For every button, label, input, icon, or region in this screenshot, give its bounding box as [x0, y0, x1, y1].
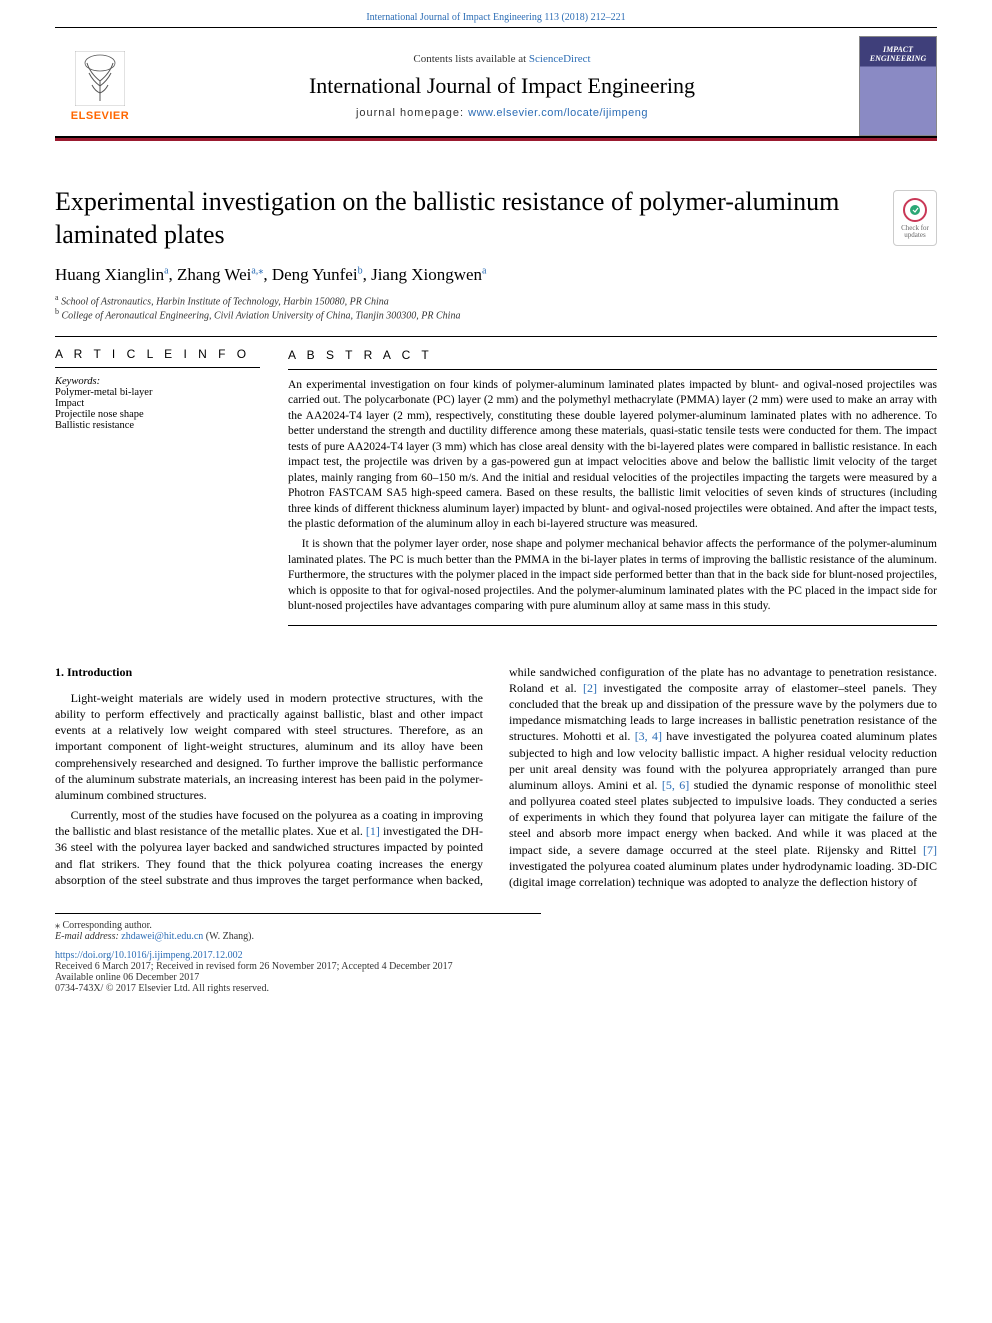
email-link[interactable]: zhdawei@hit.edu.cn	[121, 931, 203, 942]
article-title: Experimental investigation on the ballis…	[55, 186, 879, 251]
author-2-affil[interactable]: a,⁎	[251, 265, 263, 276]
keyword-2: Impact	[55, 398, 260, 409]
check-updates-badge[interactable]: Check for updates	[893, 190, 937, 246]
divider	[55, 336, 937, 337]
author-2: Zhang Wei	[177, 265, 251, 284]
contents-line: Contents lists available at ScienceDirec…	[413, 53, 590, 65]
author-3-affil[interactable]: b	[358, 265, 363, 276]
running-head: International Journal of Impact Engineer…	[0, 0, 992, 27]
online-line: Available online 06 December 2017	[55, 972, 937, 983]
article-info-heading: A R T I C L E I N F O	[55, 347, 260, 361]
journal-name: International Journal of Impact Engineer…	[309, 73, 695, 99]
ref-1-link[interactable]: [1]	[366, 824, 380, 838]
intro-p1: Light-weight materials are widely used i…	[55, 690, 483, 803]
homepage-prefix: journal homepage:	[356, 107, 468, 119]
ref-7-link[interactable]: [7]	[923, 843, 937, 857]
corresponding-author-note: ⁎ Corresponding author.	[55, 920, 541, 931]
author-4-affil[interactable]: a	[482, 265, 486, 276]
abstract-p2: It is shown that the polymer layer order…	[288, 537, 937, 615]
article-info-column: A R T I C L E I N F O Keywords: Polymer-…	[55, 347, 260, 634]
issn-line: 0734-743X/ © 2017 Elsevier Ltd. All righ…	[55, 983, 937, 994]
body-text: 1. Introduction Light-weight materials a…	[55, 664, 937, 892]
check-updates-icon	[902, 197, 928, 223]
author-4: Jiang Xiongwen	[371, 265, 482, 284]
author-1-affil[interactable]: a	[164, 265, 168, 276]
elsevier-label: ELSEVIER	[71, 110, 129, 122]
ref-56-link[interactable]: [5, 6]	[662, 778, 689, 792]
email-label: E-mail address:	[55, 931, 121, 942]
publication-info: https://doi.org/10.1016/j.ijimpeng.2017.…	[55, 950, 937, 994]
journal-header-bar: ELSEVIER Contents lists available at Sci…	[55, 36, 937, 138]
abstract-heading: A B S T R A C T	[288, 347, 937, 363]
journal-header-mid: Contents lists available at ScienceDirec…	[145, 36, 859, 136]
homepage-link[interactable]: www.elsevier.com/locate/ijimpeng	[468, 107, 648, 119]
keyword-1: Polymer-metal bi-layer	[55, 387, 260, 398]
doi-link[interactable]: https://doi.org/10.1016/j.ijimpeng.2017.…	[55, 950, 243, 961]
abstract-column: A B S T R A C T An experimental investig…	[288, 347, 937, 634]
author-3: Deng Yunfei	[272, 265, 358, 284]
running-head-link[interactable]: International Journal of Impact Engineer…	[366, 12, 625, 23]
homepage-line: journal homepage: www.elsevier.com/locat…	[356, 107, 648, 119]
ref-2-link[interactable]: [2]	[583, 681, 597, 695]
sciencedirect-link[interactable]: ScienceDirect	[529, 53, 591, 65]
keywords-label: Keywords:	[55, 376, 100, 387]
received-line: Received 6 March 2017; Received in revis…	[55, 961, 937, 972]
section-1-heading: 1. Introduction	[55, 664, 483, 680]
ref-34-link[interactable]: [3, 4]	[635, 729, 662, 743]
footnotes: ⁎ Corresponding author. E-mail address: …	[55, 913, 541, 942]
affil-a: School of Astronautics, Harbin Institute…	[61, 296, 389, 307]
authors-line: Huang Xianglina, Zhang Weia,⁎, Deng Yunf…	[55, 265, 937, 285]
affiliations: a School of Astronautics, Harbin Institu…	[55, 293, 937, 322]
keyword-3: Projectile nose shape	[55, 409, 260, 420]
author-1: Huang Xianglin	[55, 265, 164, 284]
top-rule	[55, 27, 937, 28]
check-updates-text: Check for updates	[894, 225, 936, 239]
journal-cover-thumb: IMPACT ENGINEERING	[859, 36, 937, 136]
contents-prefix: Contents lists available at	[413, 53, 528, 65]
elsevier-tree-icon	[75, 51, 125, 106]
affil-b: College of Aeronautical Engineering, Civ…	[62, 311, 461, 322]
elsevier-logo: ELSEVIER	[55, 36, 145, 136]
accent-rule	[55, 138, 937, 141]
cover-title: IMPACT ENGINEERING	[860, 45, 936, 63]
keyword-4: Ballistic resistance	[55, 420, 260, 431]
email-paren: (W. Zhang).	[203, 931, 254, 942]
abstract-p1: An experimental investigation on four ki…	[288, 378, 937, 533]
